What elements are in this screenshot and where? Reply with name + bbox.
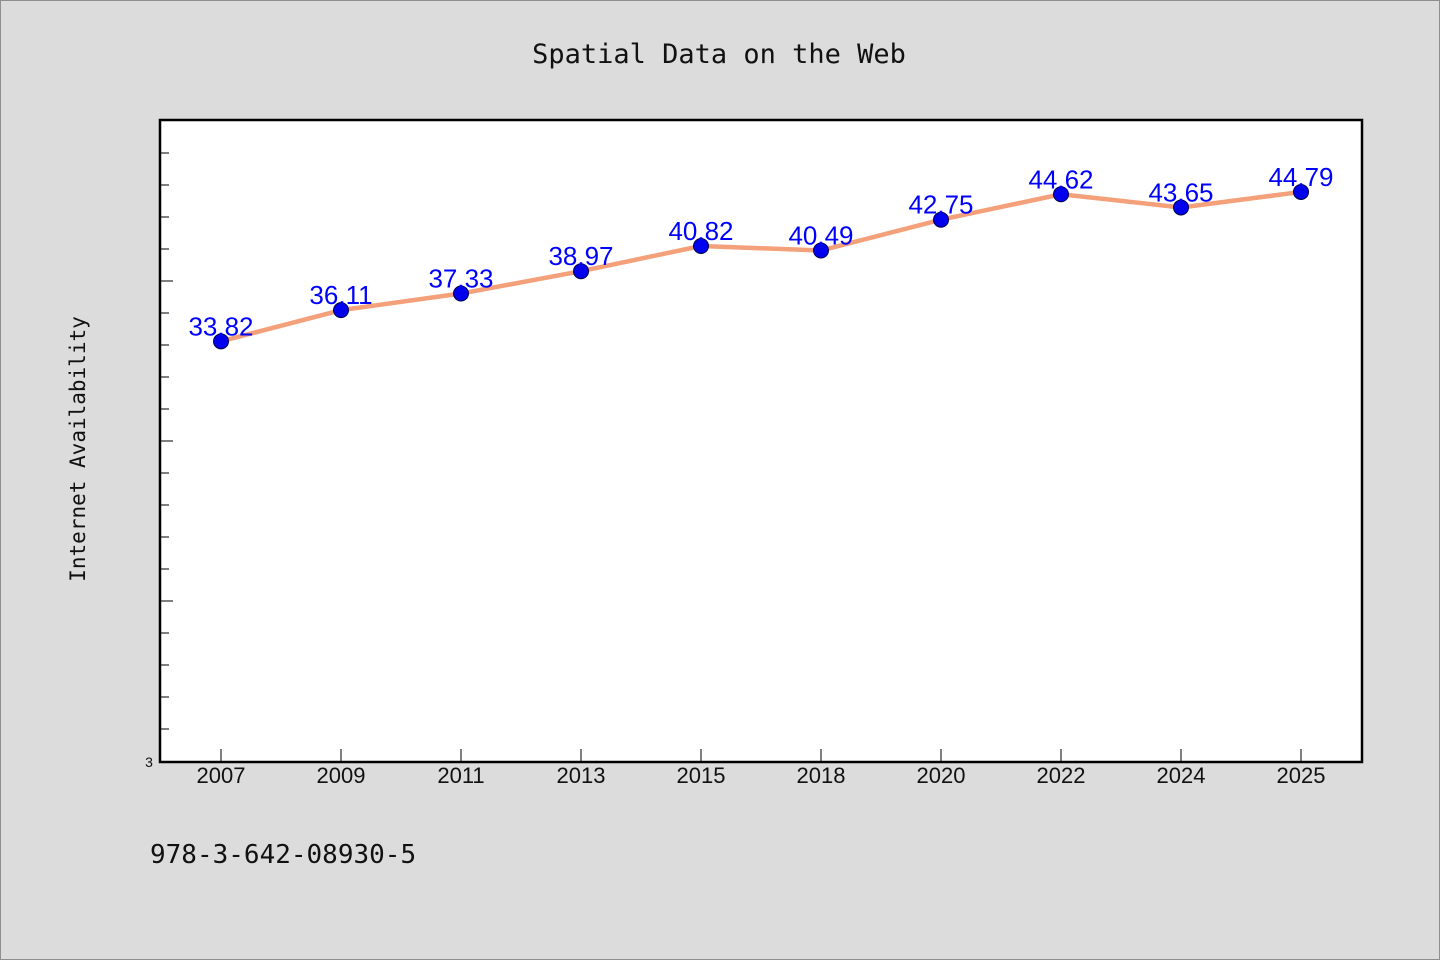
data-point: [1173, 199, 1189, 216]
data-label: 36.11: [309, 280, 372, 310]
y-tick-label-min: 3: [145, 754, 153, 770]
footer-code: 978-3-642-08930-5: [150, 840, 416, 870]
x-tick-label: 2013: [557, 763, 606, 788]
data-point: [693, 238, 709, 255]
x-tick-label: 2022: [1037, 763, 1086, 788]
data-label: 44.79: [1268, 162, 1333, 192]
x-tick-label: 2025: [1277, 763, 1326, 788]
x-tick-label: 2007: [197, 763, 246, 788]
data-point: [1293, 183, 1309, 200]
data-label: 37.33: [428, 264, 493, 294]
data-point: [573, 263, 589, 280]
y-axis-label: Internet Availability: [66, 316, 90, 582]
x-tick-label: 2015: [677, 763, 726, 788]
plot-area: [158, 118, 1364, 764]
data-point: [213, 333, 229, 350]
x-tick-label: 2020: [917, 763, 966, 788]
x-axis: 2007 2009 2011 2013 2015 2018 2020 2022 2024 2025: [197, 749, 1326, 788]
series-line: [218, 189, 1304, 344]
data-label: 44.62: [1028, 164, 1093, 194]
data-labels-layer: 33.82 36.11 37.33 38.97 40.82 40.49 42.75 44.62…: [188, 162, 1333, 341]
x-tick-label: 2009: [317, 763, 366, 788]
data-label: 40.49: [788, 220, 853, 250]
data-point: [813, 242, 829, 259]
data-label: 40.82: [668, 216, 733, 246]
x-tick-label: 2024: [1157, 763, 1206, 788]
data-point: [1053, 186, 1069, 203]
chart-title: Spatial Data on the Web: [532, 39, 906, 70]
data-point: [933, 211, 949, 228]
data-label: 42.75: [908, 190, 973, 220]
x-tick-label: 2018: [797, 763, 846, 788]
data-point: [333, 302, 349, 319]
series-line-layer: [218, 189, 1304, 344]
data-points-layer: [213, 183, 1309, 350]
data-point: [453, 285, 469, 302]
data-label: 33.82: [188, 311, 253, 341]
data-label: 43.65: [1148, 177, 1213, 207]
y-axis-ticks: [161, 152, 173, 730]
data-label: 38.97: [548, 241, 613, 271]
x-tick-label: 2011: [437, 763, 484, 788]
